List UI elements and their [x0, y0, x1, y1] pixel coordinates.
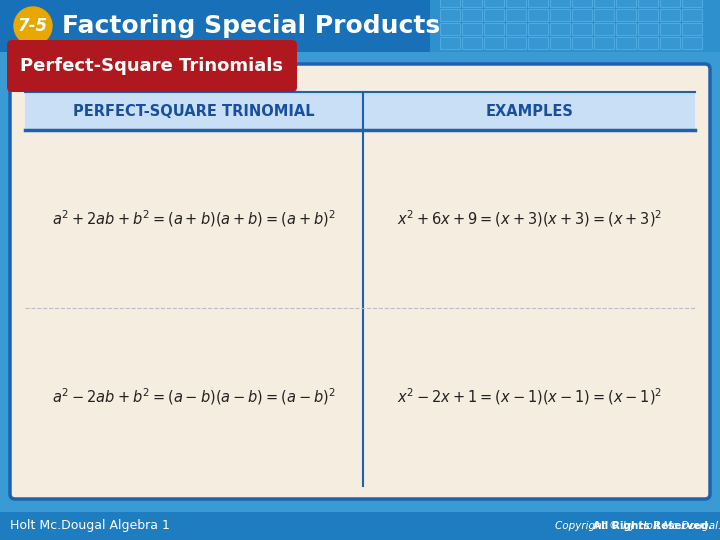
Bar — [594, 9, 614, 21]
Bar — [528, 37, 548, 49]
Bar — [484, 9, 504, 21]
Bar — [616, 0, 636, 7]
Bar — [440, 37, 460, 49]
Bar — [440, 0, 460, 7]
Bar — [594, 37, 614, 49]
Text: Factoring Special Products: Factoring Special Products — [62, 14, 440, 38]
Bar — [550, 0, 570, 7]
Bar — [506, 37, 526, 49]
Bar — [528, 0, 548, 7]
Bar — [506, 23, 526, 35]
Bar — [638, 37, 658, 49]
Bar — [440, 23, 460, 35]
Bar — [638, 0, 658, 7]
Bar — [462, 23, 482, 35]
FancyBboxPatch shape — [7, 40, 297, 92]
Bar — [550, 37, 570, 49]
Text: PERFECT-SQUARE TRINOMIAL: PERFECT-SQUARE TRINOMIAL — [73, 104, 315, 118]
Text: $a^2 + 2ab + b^2 = (a + b)(a + b) = (a + b)^2$: $a^2 + 2ab + b^2 = (a + b)(a + b) = (a +… — [53, 208, 336, 230]
Bar — [660, 23, 680, 35]
Bar — [572, 0, 592, 7]
Bar — [462, 9, 482, 21]
Bar — [594, 23, 614, 35]
Circle shape — [14, 7, 52, 45]
Bar — [430, 0, 720, 52]
Bar — [572, 9, 592, 21]
Bar — [506, 0, 526, 7]
Bar — [484, 0, 504, 7]
Text: $x^2 - 2x + 1 = (x - 1)(x - 1) = (x - 1)^2$: $x^2 - 2x + 1 = (x - 1)(x - 1) = (x - 1)… — [397, 387, 662, 407]
Text: Holt Mc.Dougal Algebra 1: Holt Mc.Dougal Algebra 1 — [10, 519, 170, 532]
Bar — [484, 37, 504, 49]
Bar — [572, 23, 592, 35]
Bar — [25, 92, 695, 130]
Bar — [506, 9, 526, 21]
Bar — [528, 9, 548, 21]
Bar — [616, 9, 636, 21]
Text: Perfect-Square Trinomials: Perfect-Square Trinomials — [20, 57, 284, 75]
Bar — [550, 23, 570, 35]
Text: 7-5: 7-5 — [18, 17, 48, 35]
Text: $a^2 - 2ab + b^2 = (a - b)(a - b) = (a - b)^2$: $a^2 - 2ab + b^2 = (a - b)(a - b) = (a -… — [53, 387, 336, 407]
Bar — [638, 23, 658, 35]
Bar — [550, 9, 570, 21]
Bar — [462, 37, 482, 49]
Bar — [682, 0, 702, 7]
Text: All Rights Reserved.: All Rights Reserved. — [593, 521, 712, 531]
Text: EXAMPLES: EXAMPLES — [485, 104, 573, 118]
Bar — [0, 0, 430, 52]
Bar — [594, 0, 614, 7]
Bar — [484, 23, 504, 35]
Bar — [682, 23, 702, 35]
Bar — [660, 0, 680, 7]
Text: Copyright © by Holt Mc Dougal.: Copyright © by Holt Mc Dougal. — [555, 521, 720, 531]
Bar — [616, 23, 636, 35]
Bar — [0, 512, 720, 540]
Bar — [660, 37, 680, 49]
Bar — [682, 9, 702, 21]
Bar — [440, 9, 460, 21]
Bar — [462, 0, 482, 7]
Bar — [572, 37, 592, 49]
Bar — [660, 9, 680, 21]
FancyBboxPatch shape — [10, 64, 710, 499]
Bar — [682, 37, 702, 49]
Bar — [528, 23, 548, 35]
Text: $x^2 + 6x + 9 = (x + 3)(x + 3) = (x + 3)^2$: $x^2 + 6x + 9 = (x + 3)(x + 3) = (x + 3)… — [397, 208, 662, 230]
Bar — [616, 37, 636, 49]
Bar — [638, 9, 658, 21]
